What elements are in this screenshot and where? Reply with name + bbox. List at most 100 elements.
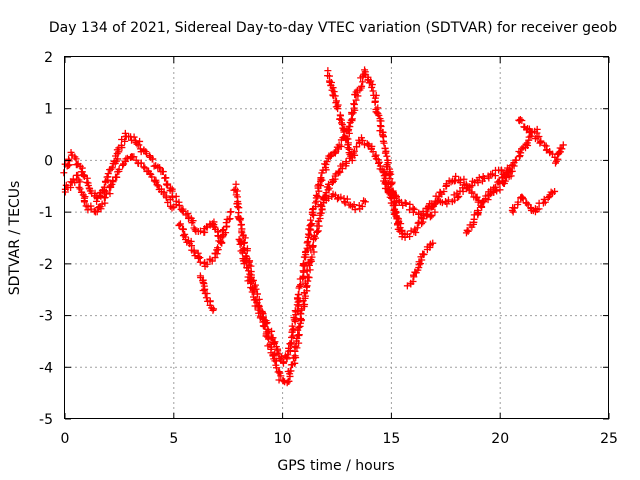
data-point [428,212,436,220]
data-point [482,195,490,203]
data-point [275,368,283,376]
data-point [130,153,138,161]
data-point [208,257,216,265]
y-tick-label: -3 [39,309,53,325]
data-point [179,225,187,233]
data-point [214,244,222,252]
data-point [327,82,335,90]
data-point [310,211,318,219]
series-track-8 [324,67,356,164]
data-point [76,178,84,186]
data-point [166,196,174,204]
data-point [344,144,352,152]
data-point [156,164,164,172]
data-point [121,137,129,145]
data-point [358,82,366,90]
data-point [209,306,217,314]
data-point [438,199,446,207]
data-point [474,209,482,217]
data-point [75,183,83,191]
data-point [401,199,409,207]
data-point [375,158,383,166]
data-point [443,182,451,190]
data-point [325,184,333,192]
data-point [447,178,455,186]
x-tick-labels: 0 5 10 15 20 25 [61,431,618,447]
data-point [415,209,423,217]
data-point [275,376,283,384]
data-point [305,274,313,282]
y-tick-label: -5 [39,412,53,428]
data-point [310,232,318,240]
data-point [392,191,400,199]
data-point [341,199,349,207]
data-point [301,292,309,300]
data-point [240,260,248,268]
data-point [371,98,379,106]
data-point [268,334,276,342]
data-point [499,173,507,181]
data-point [162,174,170,182]
series-track-2 [61,153,178,216]
plot-frame [64,56,609,419]
data-point [154,182,162,190]
data-point [230,186,238,194]
data-point [150,177,158,185]
data-point [339,124,347,132]
series-track-14 [515,116,541,137]
data-point [211,223,219,231]
data-point [288,322,296,330]
y-tick-label: 2 [44,50,53,66]
data-point [559,141,567,149]
data-point [123,154,131,162]
data-point [456,179,464,187]
data-point [293,294,301,302]
data-point [431,208,439,216]
data-point [64,161,72,169]
data-point [522,140,530,148]
data-point [234,203,242,211]
data-point [402,200,410,208]
data-point [284,351,292,359]
y-tick-label: -4 [39,360,53,376]
series-track-10 [403,239,437,290]
data-point [295,324,303,332]
data-point [164,180,172,188]
data-point [409,278,417,286]
y-tick-label: 1 [44,102,53,118]
data-point [330,88,338,96]
data-point [295,339,303,347]
data-point [203,260,211,268]
data-point [315,187,323,195]
data-point [140,163,148,171]
data-point [100,194,108,202]
data-point [519,195,527,203]
data-point [348,156,356,164]
data-point [93,208,101,216]
data-point [159,168,167,176]
data-point [287,340,295,348]
data-point [505,166,513,174]
data-point [535,133,543,141]
data-point [162,194,170,202]
data-point [338,119,346,127]
data-point [436,188,444,196]
data-point [251,302,259,310]
data-point [286,346,294,354]
data-point [350,201,358,209]
data-point [419,207,427,215]
data-point [323,158,331,166]
data-point [454,194,462,202]
data-point [115,165,123,173]
data-point [518,117,526,125]
data-point [80,197,88,205]
data-point [452,172,460,180]
data-point [279,358,287,366]
data-point [60,169,68,177]
data-point [368,83,376,91]
x-tick-label: 15 [382,431,400,447]
data-point [418,256,426,264]
data-point [291,359,299,367]
data-point [379,137,387,145]
